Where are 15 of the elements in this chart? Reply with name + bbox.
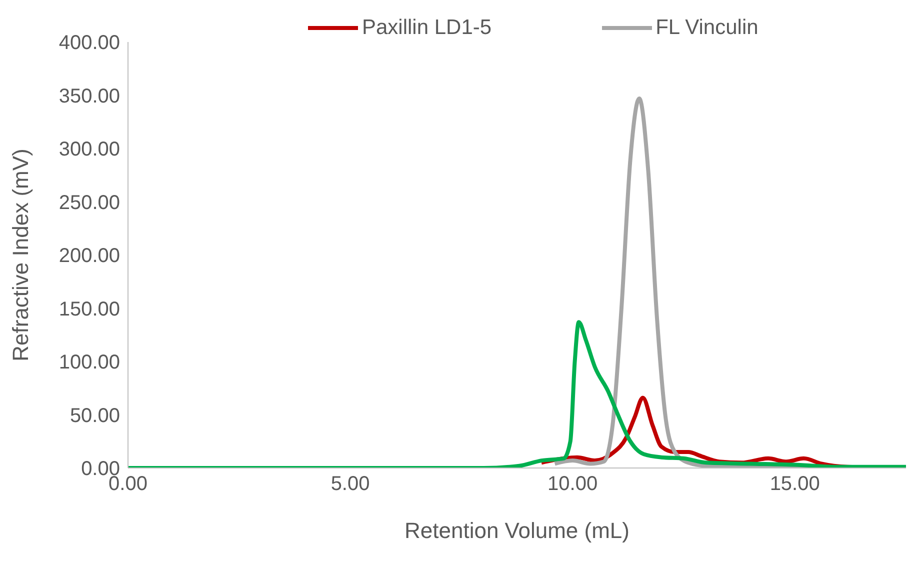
y-tick-label: 400.00 <box>58 32 120 54</box>
x-tick-label: 5.00 <box>330 473 370 496</box>
y-axis-title: Refractive Index (mV) <box>8 148 33 362</box>
y-tick-label: 250.00 <box>58 192 120 214</box>
y-tick-label: 50.00 <box>70 404 120 427</box>
x-axis-title: Retention Volume (mL) <box>404 518 630 543</box>
y-tick-label: 150.00 <box>58 298 120 320</box>
x-tick-label: 10.00 <box>548 473 598 496</box>
y-tick-label: 300.00 <box>58 138 120 161</box>
legend-label: Paxillin LD1-5 <box>361 16 492 40</box>
y-tick-label: 350.00 <box>58 85 120 108</box>
y-tick-label: 100.00 <box>58 352 120 374</box>
x-tick-label: 15.00 <box>770 473 820 496</box>
legend-label: FL Vinculin <box>654 16 758 40</box>
y-tick-label: 200.00 <box>58 245 120 268</box>
